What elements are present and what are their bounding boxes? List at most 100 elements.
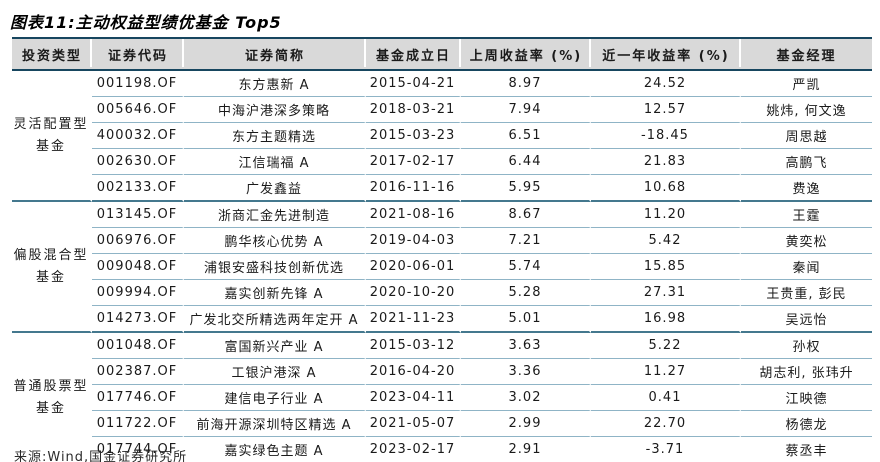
cell-year-return: 5.42 — [591, 228, 741, 254]
cell-security-name: 广发鑫益 — [184, 175, 366, 202]
cell-inception-date: 2015-03-23 — [366, 123, 461, 149]
cell-security-name: 浦银安盛科技创新优选 — [184, 254, 366, 280]
cell-year-return: 11.20 — [591, 202, 741, 228]
cell-year-return: 24.52 — [591, 71, 741, 97]
cell-inception-date: 2019-04-03 — [366, 228, 461, 254]
fund-type-line: 偏股混合型 — [13, 247, 89, 263]
cell-week-return: 2.91 — [461, 437, 591, 462]
cell-year-return: 12.57 — [591, 97, 741, 123]
cell-security-code: 400032.OF — [92, 123, 184, 149]
cell-week-return: 3.36 — [461, 359, 591, 385]
cell-security-name: 嘉实创新先锋 A — [184, 280, 366, 306]
cell-inception-date: 2020-10-20 — [366, 280, 461, 306]
column-header: 证券代码 — [92, 39, 184, 71]
cell-fund-manager: 秦闻 — [741, 254, 872, 280]
cell-week-return: 3.02 — [461, 385, 591, 411]
cell-week-return: 6.44 — [461, 149, 591, 175]
cell-week-return: 8.97 — [461, 71, 591, 97]
cell-inception-date: 2015-04-21 — [366, 71, 461, 97]
cell-year-return: 22.70 — [591, 411, 741, 437]
cell-security-name: 浙商汇金先进制造 — [184, 202, 366, 228]
cell-year-return: 5.22 — [591, 333, 741, 359]
fund-table-wrap: 投资类型 证券代码 证券简称 基金成立日 上周收益率 (%) 近一年收益率 (%) 基金经理… — [12, 37, 872, 462]
cell-fund-manager: 杨德龙 — [741, 411, 872, 437]
cell-week-return: 3.63 — [461, 333, 591, 359]
fund-type-cell: 偏股混合型 基金 — [12, 202, 92, 333]
cell-security-code: 017744.OF — [92, 437, 184, 462]
fund-type-line: 普通股票型 — [13, 378, 89, 394]
cell-year-return: 16.98 — [591, 306, 741, 333]
cell-inception-date: 2021-08-16 — [366, 202, 461, 228]
cell-fund-manager: 姚炜, 何文逸 — [741, 97, 872, 123]
fund-type-line: 基金 — [35, 269, 66, 285]
cell-security-name: 东方主题精选 — [184, 123, 366, 149]
cell-year-return: 27.31 — [591, 280, 741, 306]
cell-week-return: 5.74 — [461, 254, 591, 280]
cell-year-return: 11.27 — [591, 359, 741, 385]
fund-type-line: 灵活配置型 — [13, 116, 89, 132]
cell-fund-manager: 江映德 — [741, 385, 872, 411]
source-note: 来源:Wind,国金证券研究所 — [14, 450, 188, 462]
cell-year-return: -3.71 — [591, 437, 741, 462]
cell-security-code: 009048.OF — [92, 254, 184, 280]
cell-security-code: 013145.OF — [92, 202, 184, 228]
cell-security-name: 广发北交所精选两年定开 A — [184, 306, 366, 333]
cell-year-return: -18.45 — [591, 123, 741, 149]
cell-fund-manager: 周思越 — [741, 123, 872, 149]
fund-type-cell: 灵活配置型 基金 — [12, 71, 92, 202]
figure-title: 图表11:主动权益型绩优基金 Top5 — [10, 13, 282, 32]
cell-inception-date: 2015-03-12 — [366, 333, 461, 359]
cell-fund-manager: 王霆 — [741, 202, 872, 228]
cell-week-return: 2.99 — [461, 411, 591, 437]
cell-security-name: 建信电子行业 A — [184, 385, 366, 411]
cell-security-code: 001198.OF — [92, 71, 184, 97]
fund-type-line: 基金 — [35, 400, 66, 416]
cell-year-return: 10.68 — [591, 175, 741, 202]
cell-week-return: 7.94 — [461, 97, 591, 123]
cell-inception-date: 2023-02-17 — [366, 437, 461, 462]
cell-inception-date: 2021-11-23 — [366, 306, 461, 333]
cell-fund-manager: 蔡丞丰 — [741, 437, 872, 462]
table-row: 017744.OF 嘉实绿色主题 A 2023-02-17 2.91 -3.71 蔡丞丰 — [12, 437, 872, 462]
cell-security-name: 前海开源深圳特区精选 A — [184, 411, 366, 437]
cell-security-code: 001048.OF — [92, 333, 184, 359]
cell-year-return: 21.83 — [591, 149, 741, 175]
cell-security-code: 011722.OF — [92, 411, 184, 437]
cell-security-code: 014273.OF — [92, 306, 184, 333]
table-row: 014273.OF 广发北交所精选两年定开 A 2021-11-23 5.01 16.9… — [12, 306, 872, 333]
cell-inception-date: 2023-04-11 — [366, 385, 461, 411]
cell-fund-manager: 胡志利, 张玮升 — [741, 359, 872, 385]
table-row: 009048.OF 浦银安盛科技创新优选 2020-06-01 5.74 15.85 秦闻 — [12, 254, 872, 280]
cell-inception-date: 2016-04-20 — [366, 359, 461, 385]
cell-security-code: 002630.OF — [92, 149, 184, 175]
cell-week-return: 8.67 — [461, 202, 591, 228]
fund-type-line: 基金 — [35, 138, 66, 154]
cell-year-return: 15.85 — [591, 254, 741, 280]
table-row: 灵活配置型 基金 001198.OF 东方惠新 A 2015-04-21 8.97 24.5… — [12, 71, 872, 202]
cell-week-return: 5.01 — [461, 306, 591, 333]
cell-security-name: 鹏华核心优势 A — [184, 228, 366, 254]
cell-year-return: 0.41 — [591, 385, 741, 411]
cell-fund-manager: 费逸 — [741, 175, 872, 202]
cell-inception-date: 2016-11-16 — [366, 175, 461, 202]
cell-week-return: 5.28 — [461, 280, 591, 306]
cell-security-name: 工银沪港深 A — [184, 359, 366, 385]
table-row: 011722.OF 前海开源深圳特区精选 A 2021-05-07 2.99 22.70… — [12, 411, 872, 437]
cell-security-name: 中海沪港深多策略 — [184, 97, 366, 123]
column-header: 证券简称 — [184, 39, 366, 71]
table-row: 002387.OF 工银沪港深 A 2016-04-20 3.36 11.27 胡志利, … — [12, 359, 872, 385]
column-header: 基金经理 — [741, 39, 872, 71]
cell-security-code: 006976.OF — [92, 228, 184, 254]
table-row: 009994.OF 嘉实创新先锋 A 2020-10-20 5.28 27.31 王贵重,… — [12, 280, 872, 306]
cell-week-return: 5.95 — [461, 175, 591, 202]
cell-week-return: 7.21 — [461, 228, 591, 254]
cell-fund-manager: 严凯 — [741, 71, 872, 97]
cell-security-name: 嘉实绿色主题 A — [184, 437, 366, 462]
cell-security-code: 002133.OF — [92, 175, 184, 202]
column-header: 投资类型 — [12, 39, 92, 71]
cell-week-return: 6.51 — [461, 123, 591, 149]
table-row: 006976.OF 鹏华核心优势 A 2019-04-03 7.21 5.42 黄奕松 — [12, 228, 872, 254]
table-row: 400032.OF 东方主题精选 2015-03-23 6.51 -18.45 周思越 — [12, 123, 872, 149]
cell-security-code: 017746.OF — [92, 385, 184, 411]
